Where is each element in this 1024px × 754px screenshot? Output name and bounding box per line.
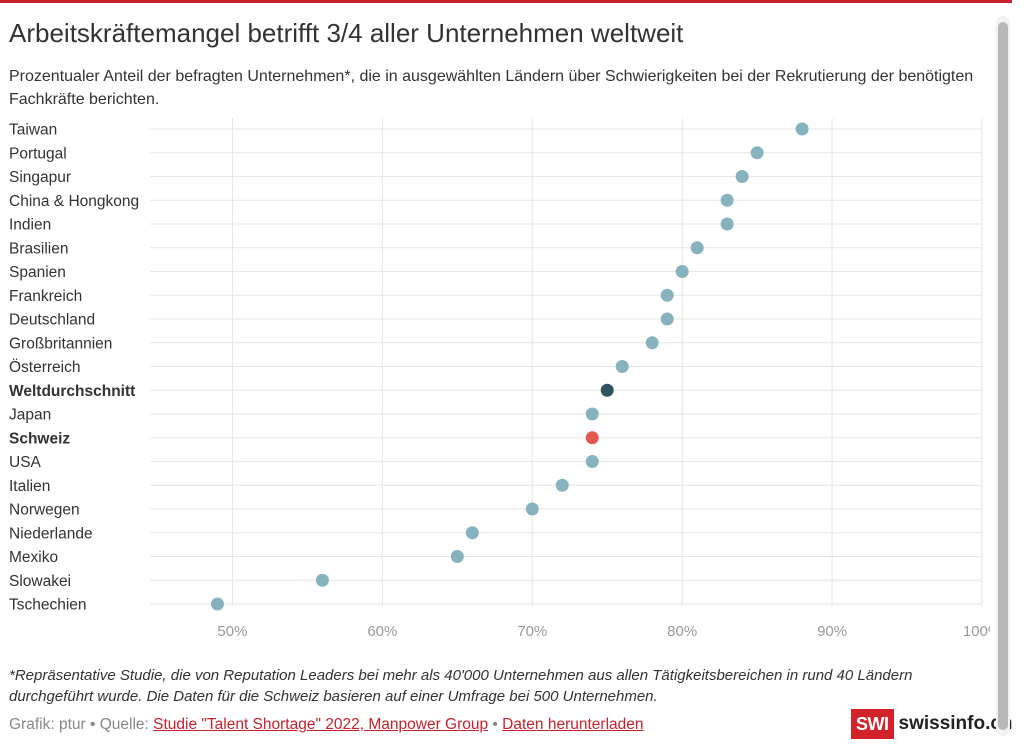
x-tick-label: 60%	[367, 623, 397, 640]
data-point[interactable]	[600, 383, 614, 397]
data-point[interactable]	[645, 336, 659, 350]
swissinfo-wordmark: swissinfo.ch	[898, 713, 1013, 734]
category-label: Schweiz	[9, 430, 70, 447]
category-label: USA	[9, 454, 42, 471]
data-points	[210, 122, 809, 611]
category-label: Brasilien	[9, 240, 68, 257]
x-tick-label: 80%	[667, 623, 697, 640]
category-label: Italien	[9, 478, 50, 495]
category-labels: Taiwan Portugal Singapur China & Hongkong In…	[9, 122, 139, 614]
category-label: Niederlande	[9, 525, 93, 542]
category-label: Japan	[9, 407, 51, 424]
data-point[interactable]	[615, 360, 629, 373]
data-point[interactable]	[675, 265, 689, 278]
data-point[interactable]	[210, 597, 224, 611]
grid-layer	[150, 118, 983, 606]
chart-title: Arbeitskräftemangel betrifft 3/4 aller U…	[9, 18, 684, 48]
category-label: Portugal	[9, 145, 67, 162]
data-point[interactable]	[690, 241, 704, 255]
category-label: Spanien	[9, 264, 66, 281]
category-label: Slowakei	[9, 573, 71, 590]
data-point[interactable]	[585, 455, 599, 468]
category-label: Tschechien	[9, 597, 87, 614]
data-point[interactable]	[720, 193, 734, 207]
category-label: China & Hongkong	[9, 193, 139, 210]
data-point[interactable]	[735, 170, 749, 183]
data-point[interactable]	[585, 407, 599, 421]
data-point[interactable]	[525, 502, 539, 516]
swi-logo-box: SWI	[851, 709, 894, 739]
credits-prefix: Grafik: ptur • Quelle:	[9, 716, 154, 733]
category-label: Indien	[9, 217, 51, 234]
chart-subtitle: Prozentualer Anteil der befragten Untern…	[9, 68, 974, 108]
data-point[interactable]	[750, 146, 764, 160]
credits-separator: •	[488, 716, 503, 733]
x-tick-label: 100%	[963, 623, 990, 640]
data-point[interactable]	[720, 217, 734, 231]
category-label: Mexiko	[9, 549, 58, 566]
data-point[interactable]	[450, 550, 464, 563]
x-tick-label: 50%	[217, 623, 247, 640]
data-point[interactable]	[660, 288, 674, 302]
download-data-link[interactable]: Daten herunterladen	[502, 716, 644, 733]
category-label: Großbritannien	[9, 335, 112, 352]
category-label: Singapur	[9, 169, 71, 186]
credits-line: Grafik: ptur • Quelle: Studie "Talent Sh…	[9, 716, 829, 734]
source-link[interactable]: Studie "Talent Shortage" 2022, Manpower …	[153, 716, 489, 733]
data-point[interactable]	[585, 431, 599, 445]
data-point[interactable]	[315, 573, 329, 587]
category-label: Norwegen	[9, 502, 80, 519]
x-tick-label: 70%	[517, 623, 547, 640]
category-label: Weltdurchschnitt	[9, 383, 135, 400]
footnote: *Repräsentative Studie, die von Reputati…	[9, 667, 913, 705]
data-point[interactable]	[795, 122, 809, 136]
x-axis-ticks: 50% 60% 70% 80% 90% 100%	[217, 623, 990, 640]
dot-plot-chart: Taiwan Portugal Singapur China & Hongkong In…	[9, 118, 990, 640]
category-label: Taiwan	[9, 122, 57, 139]
scrollbar-thumb[interactable]	[998, 22, 1008, 730]
top-accent-bar	[0, 0, 1012, 3]
category-label: Deutschland	[9, 312, 95, 329]
data-point[interactable]	[465, 526, 479, 540]
x-tick-label: 90%	[817, 623, 847, 640]
category-label: Frankreich	[9, 288, 82, 305]
data-point[interactable]	[555, 478, 569, 492]
swissinfo-logo[interactable]: SWI swissinfo.ch	[851, 709, 1013, 739]
category-label: Österreich	[9, 358, 81, 376]
data-point[interactable]	[660, 312, 674, 326]
